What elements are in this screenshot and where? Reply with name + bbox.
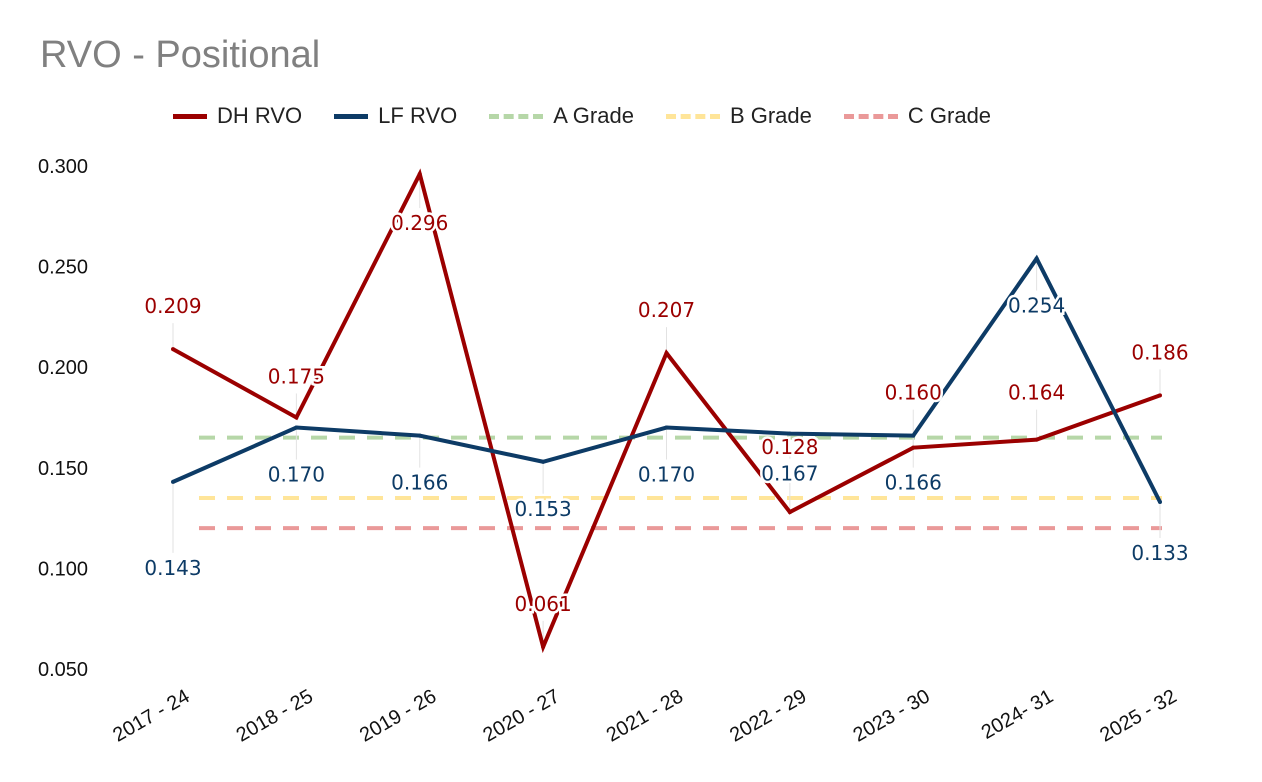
data-label: 0.166: [391, 471, 448, 495]
data-point[interactable]: [787, 431, 792, 436]
y-tick-label: 0.150: [38, 458, 88, 480]
data-label: 0.170: [638, 463, 695, 487]
x-tick-label: 2021 - 28: [603, 685, 687, 746]
x-tick-label: 2025 - 32: [1096, 685, 1180, 746]
legend-label-lf-rvo: LF RVO: [378, 103, 458, 128]
y-tick-label: 0.100: [38, 558, 88, 580]
data-point[interactable]: [664, 425, 669, 430]
data-point[interactable]: [1034, 437, 1039, 442]
data-label: 0.133: [1131, 541, 1188, 565]
data-label: 0.254: [1008, 294, 1065, 318]
legend-item-lf-rvo[interactable]: LF RVO: [334, 103, 457, 129]
x-tick-label: 2020 - 27: [479, 685, 563, 746]
data-label: 0.186: [1131, 340, 1188, 364]
legend: DH RVO LF RVO A Grade B Grade C Grade: [173, 102, 1023, 130]
data-point[interactable]: [417, 172, 422, 177]
legend-label-a-grade: A Grade: [553, 103, 634, 128]
y-tick-label: 0.050: [38, 659, 88, 681]
data-point[interactable]: [171, 479, 175, 484]
legend-swatch-lf-rvo: [334, 113, 369, 119]
y-tick-label: 0.200: [38, 357, 88, 379]
data-point[interactable]: [417, 433, 422, 438]
x-tick-label: 2018 - 25: [233, 685, 317, 746]
data-label: 0.166: [885, 471, 942, 495]
data-point[interactable]: [787, 510, 792, 515]
data-label: 0.160: [885, 381, 942, 405]
data-label: 0.128: [761, 435, 818, 459]
data-point[interactable]: [294, 415, 299, 420]
legend-label-c-grade: C Grade: [907, 103, 992, 128]
x-tick-label: 2019 - 26: [356, 685, 440, 746]
y-tick-label: 0.250: [38, 257, 88, 279]
data-label: 0.143: [144, 556, 201, 580]
legend-label-b-grade: B Grade: [729, 103, 812, 128]
x-tick-label: 2023 - 30: [850, 685, 934, 746]
data-label: 0.061: [514, 592, 571, 616]
data-point[interactable]: [1158, 500, 1162, 505]
legend-label-dh-rvo: DH RVO: [217, 103, 303, 128]
data-label: 0.153: [514, 497, 571, 521]
data-point[interactable]: [911, 445, 916, 450]
data-point[interactable]: [294, 425, 299, 430]
data-label: 0.167: [761, 462, 818, 486]
legend-item-c-grade[interactable]: C Grade: [843, 103, 992, 129]
x-tick-label: 2022 - 29: [726, 685, 810, 746]
chart-title: RVO - Positional: [40, 34, 321, 76]
data-point[interactable]: [1034, 256, 1039, 261]
data-label: 0.207: [638, 298, 695, 322]
legend-swatch-a-grade: [489, 113, 544, 119]
data-point[interactable]: [1158, 393, 1162, 398]
data-label: 0.164: [1008, 381, 1065, 405]
data-point[interactable]: [541, 644, 546, 649]
x-tick-label: 2017 - 24: [109, 685, 193, 746]
y-tick-label: 0.300: [38, 156, 88, 178]
legend-item-dh-rvo[interactable]: DH RVO: [173, 103, 302, 129]
legend-swatch-b-grade: [665, 113, 720, 119]
data-point[interactable]: [171, 347, 175, 352]
data-point[interactable]: [911, 433, 916, 438]
data-label: 0.175: [268, 365, 325, 389]
legend-item-b-grade[interactable]: B Grade: [665, 103, 812, 129]
legend-swatch-dh-rvo: [173, 113, 207, 119]
data-label: 0.296: [391, 211, 448, 235]
series-line-dh-rvo[interactable]: [172, 168, 1161, 654]
data-label: 0.170: [268, 463, 325, 487]
data-label: 0.209: [144, 294, 201, 318]
legend-swatch-c-grade: [843, 113, 898, 119]
x-tick-label: 2024- 31: [978, 685, 1057, 744]
data-point[interactable]: [541, 459, 546, 464]
legend-item-a-grade[interactable]: A Grade: [489, 103, 634, 129]
data-point[interactable]: [664, 351, 669, 356]
